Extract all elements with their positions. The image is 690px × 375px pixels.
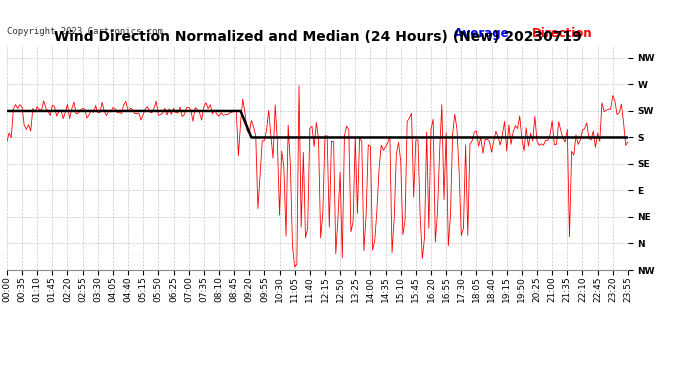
Text: Direction: Direction: [531, 27, 592, 40]
Text: Copyright 2023 Cartronics.com: Copyright 2023 Cartronics.com: [7, 27, 163, 36]
Title: Wind Direction Normalized and Median (24 Hours) (New) 20230719: Wind Direction Normalized and Median (24…: [54, 30, 581, 44]
Text: Average: Average: [454, 27, 513, 40]
